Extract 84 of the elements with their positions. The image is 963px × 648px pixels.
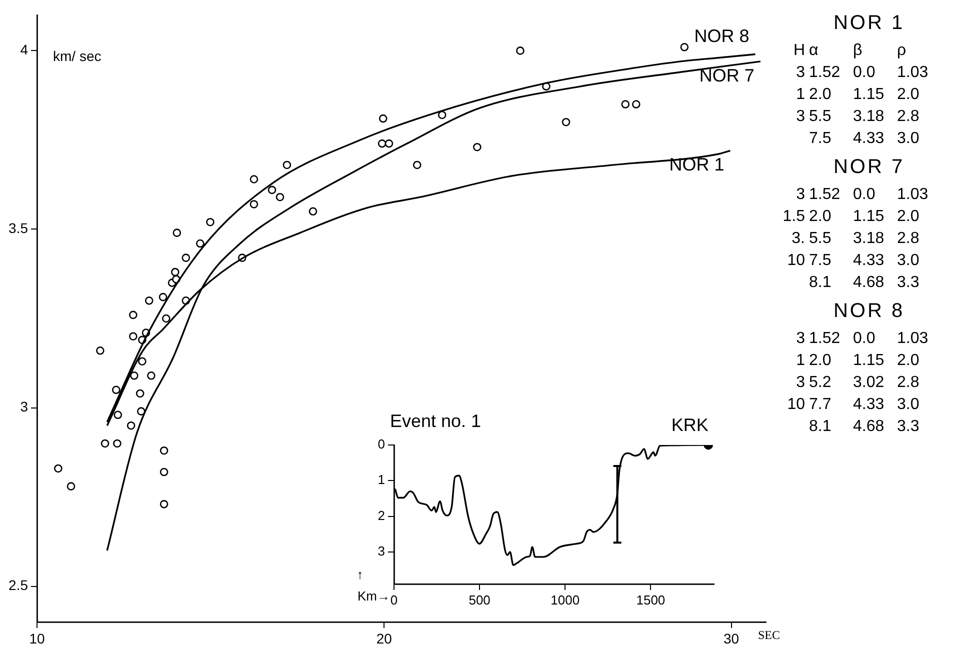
point [562,118,570,126]
text: 3 1.52 0.0 1.03 [796,64,928,81]
series-label: NOR 8 [694,26,750,46]
text: 7.5 4.33 3.0 [809,130,920,147]
point [100,439,110,448]
annotation: KRK [671,414,708,435]
text: 8.1 4.68 3.3 [809,274,920,291]
x-tick-label: 20 [376,630,392,646]
y-tick-label: 3.5 [8,220,28,236]
y-tick-label: 2 [378,508,385,523]
point [96,346,104,355]
point [621,100,630,108]
point [130,371,138,380]
x-tick-label: 30 [723,630,740,646]
x-tick-label: 500 [468,592,490,608]
text: 3 5.2 3.02 2.8 [796,374,920,391]
point [473,142,482,152]
point [250,200,258,208]
text: 3. 5.5 3.18 2.8 [792,230,920,247]
point [268,186,276,194]
text: 3 5.5 3.18 2.8 [796,108,920,125]
point [412,160,422,170]
series-label: NOR 7 [699,65,754,86]
y-tick-label: 0 [378,436,385,452]
text: 3 1.52 0.0 1.03 [796,330,928,347]
text: NOR 8 [832,299,906,324]
text: 10 7.5 4.33 3.0 [787,252,920,269]
point [516,46,524,55]
y-tick-label: 3 [378,544,385,558]
x-axis-title: Km→ [358,588,390,604]
point [136,389,144,398]
point [632,100,640,108]
point [66,482,76,490]
y-axis-title: ↑ [356,567,364,582]
point [384,139,394,148]
y-tick-label: 3 [20,398,28,415]
text: NOR 1 [832,11,906,36]
text: 10 7.7 4.33 3.0 [787,396,920,413]
text: H α β ρ [793,42,906,59]
point [162,314,170,323]
x-axis-title: SEC [758,628,780,642]
point [144,296,154,305]
point [147,371,156,380]
x-tick-label: 0 [390,592,398,608]
point [276,192,284,202]
point [113,439,122,448]
point [308,207,318,216]
point [54,464,62,473]
point [250,175,258,184]
point [114,410,122,420]
text: 1.5 2.0 1.15 2.0 [782,208,920,225]
point [680,42,689,52]
x-tick-label: 10 [29,630,45,646]
point [282,160,292,170]
point [138,357,146,366]
point [158,292,168,302]
point [182,254,190,262]
y-tick-label: 2.5 [8,577,28,594]
point [129,332,138,341]
text: 1 2.0 1.15 2.0 [796,86,920,103]
text: 3 1.52 0.0 1.03 [796,186,928,203]
point [196,239,204,248]
point [160,468,168,476]
point [172,228,182,237]
point [378,139,386,148]
text: NOR 7 [832,155,906,180]
point [129,310,138,320]
point [160,500,168,508]
point [160,446,168,455]
y-tick-label: 4 [20,42,28,58]
text: 8.1 4.68 3.3 [809,418,920,435]
point [136,407,146,416]
y-tick-label: 1 [378,472,385,488]
text: 1 2.0 1.15 2.0 [796,352,920,369]
point [378,114,388,123]
point [206,218,214,226]
chart-title: Event no. 1 [390,411,482,431]
x-tick-label: 1500 [636,592,666,608]
point [112,386,120,394]
y-axis-title: km/ sec [53,48,102,64]
point [171,268,180,276]
x-tick-label: 1000 [550,592,580,608]
point [438,110,446,120]
point [126,421,136,430]
